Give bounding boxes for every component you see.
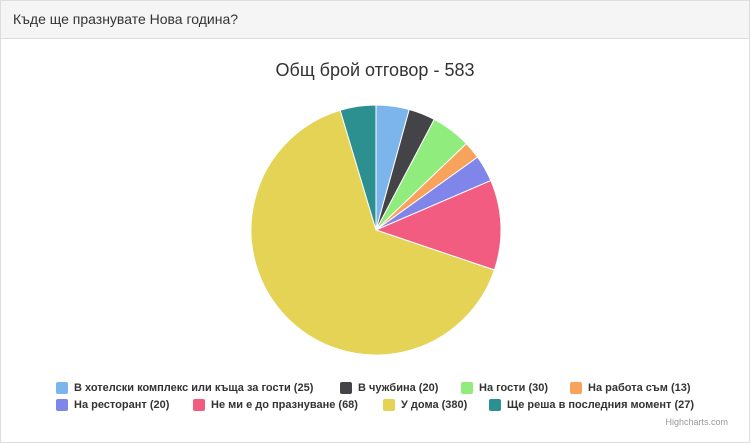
legend-swatch	[461, 382, 473, 394]
legend-swatch	[193, 399, 205, 411]
panel-heading: Къде ще празнувате Нова година?	[1, 1, 749, 39]
pie-slice-6[interactable]	[250, 109, 495, 356]
legend-row: На ресторант (20) Не ми е до празнуване …	[0, 399, 750, 415]
legend-item-abroad[interactable]: В чужбина (20)	[340, 382, 438, 394]
legend-item-visiting[interactable]: На гости (30)	[461, 382, 548, 394]
legend-item-restaurant[interactable]: На ресторант (20)	[56, 399, 169, 411]
legend-row: В хотелски комплекс или къща за гости (2…	[0, 382, 750, 398]
legend-label: На гости (30)	[479, 382, 549, 394]
legend-swatch	[56, 382, 68, 394]
legend-label: На ресторант (20)	[74, 399, 170, 411]
legend-item-not-celebrating[interactable]: Не ми е до празнуване (68)	[193, 399, 358, 411]
legend-swatch	[489, 399, 501, 411]
chart-legend: В хотелски комплекс или къща за гости (2…	[0, 382, 750, 416]
legend-swatch	[570, 382, 582, 394]
pie-chart	[250, 104, 502, 356]
chart-title: Общ брой отговор - 583	[275, 60, 475, 80]
legend-label: На работа съм (13)	[588, 382, 691, 394]
legend-item-home[interactable]: У дома (380)	[383, 399, 467, 411]
legend-swatch	[340, 382, 352, 394]
legend-swatch	[56, 399, 68, 411]
legend-label: В чужбина (20)	[358, 382, 439, 394]
legend-item-hotel[interactable]: В хотелски комплекс или къща за гости (2…	[56, 382, 313, 394]
legend-item-working[interactable]: На работа съм (13)	[570, 382, 691, 394]
legend-swatch	[383, 399, 395, 411]
pie-slice-7[interactable]	[339, 104, 377, 231]
legend-label: Не ми е до празнуване (68)	[211, 399, 358, 411]
legend-label: У дома (380)	[401, 399, 468, 411]
pie-slice-5[interactable]	[375, 180, 502, 271]
legend-label: В хотелски комплекс или къща за гости (2…	[74, 382, 314, 394]
legend-item-last-moment[interactable]: Ще реша в последния момент (27)	[489, 399, 694, 411]
legend-label: Ще реша в последния момент (27)	[507, 399, 695, 411]
highcharts-credits-link[interactable]: Highcharts.com	[665, 417, 728, 427]
